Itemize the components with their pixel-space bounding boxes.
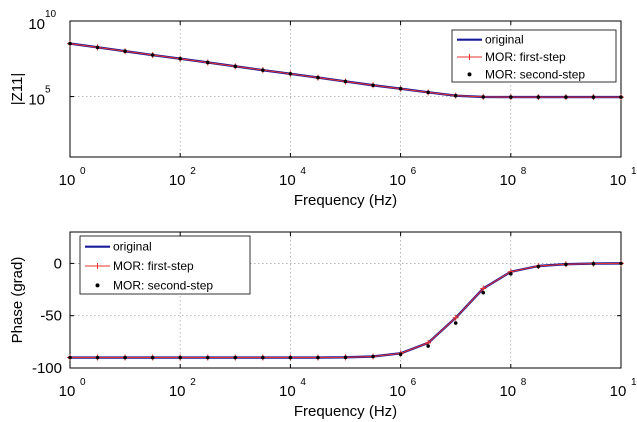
dot-marker xyxy=(426,344,430,348)
dot-marker xyxy=(619,95,623,99)
dot-marker xyxy=(426,90,430,95)
x-tick-exponent: 4 xyxy=(300,377,306,388)
x-tick-label: 10 xyxy=(610,383,627,400)
plot-frame xyxy=(69,20,622,158)
dot-marker xyxy=(150,355,155,360)
legend-label: original xyxy=(113,240,152,254)
x-tick-exponent: 8 xyxy=(521,377,527,388)
y-axis-title: |Z11| xyxy=(9,73,26,106)
x-tick-exponent: 8 xyxy=(521,166,527,177)
x-tick-exponent: 10 xyxy=(631,377,637,388)
legend: original MOR: first-step MOR: second-step xyxy=(79,235,251,295)
legend-dot-marker xyxy=(95,283,100,288)
x-tick-label: 10 xyxy=(610,172,627,189)
legend: original MOR: first-step MOR: second-step xyxy=(451,29,617,83)
x-tick-label: 10 xyxy=(389,383,406,400)
chart-2: 10 0 10 2 10 4 10 6 10 8 10 10 0 -50 -100 Frequency (Hz… xyxy=(9,231,637,420)
legend-label: MOR: first-step xyxy=(113,259,194,273)
dot-marker xyxy=(261,68,265,72)
y-tick-label: 10 xyxy=(28,16,45,33)
dot-marker xyxy=(288,355,293,360)
y-axis-title: Phase (grad) xyxy=(9,257,26,344)
legend-label: MOR: second-step xyxy=(485,67,585,81)
dot-marker xyxy=(316,355,320,360)
dot-marker xyxy=(178,355,182,360)
dot-marker xyxy=(371,354,375,359)
dot-marker xyxy=(123,49,127,54)
dot-marker xyxy=(233,64,238,69)
chart-1: 10010210410610810101010105Frequency (Hz)… xyxy=(9,9,637,209)
dot-marker xyxy=(509,272,513,276)
dot-marker xyxy=(398,352,403,357)
x-tick-label: 10 xyxy=(59,172,76,189)
dot-marker xyxy=(509,95,513,99)
dot-marker xyxy=(150,53,155,57)
dot-marker xyxy=(398,86,403,91)
dot-marker xyxy=(481,95,486,99)
x-tick-exponent: 6 xyxy=(411,377,417,388)
x-tick-exponent: 2 xyxy=(190,377,196,388)
dot-marker xyxy=(453,93,458,98)
y-tick-label: -50 xyxy=(40,308,62,325)
legend-plus-marker xyxy=(94,263,101,269)
dot-marker xyxy=(68,41,72,46)
dot-marker xyxy=(536,264,541,269)
x-tick-label: 10 xyxy=(499,172,516,189)
plot-frame xyxy=(69,231,622,369)
dot-marker xyxy=(233,355,238,360)
dot-marker xyxy=(95,355,100,360)
dot-marker xyxy=(591,95,596,99)
dot-marker xyxy=(68,355,72,360)
x-tick-label: 10 xyxy=(279,172,296,189)
dot-marker xyxy=(95,45,100,50)
dot-marker xyxy=(619,261,623,266)
dot-marker xyxy=(481,290,486,295)
series-3 xyxy=(68,261,623,360)
legend-dot-marker xyxy=(467,72,472,77)
dot-marker xyxy=(343,355,348,360)
plus-marker xyxy=(452,314,459,321)
y-tick-exponent: 5 xyxy=(45,85,51,96)
dot-marker xyxy=(343,79,348,84)
plus-marker xyxy=(480,285,487,292)
dot-marker xyxy=(178,56,182,61)
x-tick-exponent: 6 xyxy=(411,166,417,177)
dot-marker xyxy=(205,355,210,360)
dot-marker xyxy=(536,95,541,99)
x-tick-exponent: 4 xyxy=(300,166,306,177)
dot-marker xyxy=(123,355,127,360)
y-tick-label: 0 xyxy=(54,255,62,272)
x-tick-label: 10 xyxy=(169,383,186,400)
x-tick-exponent: 2 xyxy=(190,166,196,177)
x-tick-label: 10 xyxy=(169,172,186,189)
y-tick-label: 10 xyxy=(28,92,45,109)
dot-marker xyxy=(564,262,568,267)
legend-plus-marker xyxy=(466,54,473,60)
x-tick-label: 10 xyxy=(59,383,76,400)
y-tick-exponent: 10 xyxy=(45,9,57,20)
dot-marker xyxy=(261,355,265,360)
x-tick-label: 10 xyxy=(389,172,406,189)
x-tick-exponent: 0 xyxy=(80,377,86,388)
dot-marker xyxy=(564,95,568,99)
legend-label: MOR: second-step xyxy=(113,278,213,292)
x-tick-exponent: 10 xyxy=(631,166,637,177)
x-tick-label: 10 xyxy=(499,383,516,400)
dot-marker xyxy=(591,261,596,266)
x-axis-title: Frequency (Hz) xyxy=(294,192,397,209)
legend-label: original xyxy=(485,33,524,47)
legend-label: MOR: first-step xyxy=(485,50,566,64)
dot-marker xyxy=(453,321,458,325)
x-tick-label: 10 xyxy=(279,383,296,400)
dot-marker xyxy=(371,83,375,88)
y-tick-label: -100 xyxy=(32,360,62,377)
dot-marker xyxy=(205,60,210,65)
series-3 xyxy=(68,41,623,99)
dot-marker xyxy=(288,72,293,76)
dot-marker xyxy=(316,75,320,80)
x-tick-exponent: 0 xyxy=(80,166,86,177)
x-axis-title: Frequency (Hz) xyxy=(294,403,397,420)
